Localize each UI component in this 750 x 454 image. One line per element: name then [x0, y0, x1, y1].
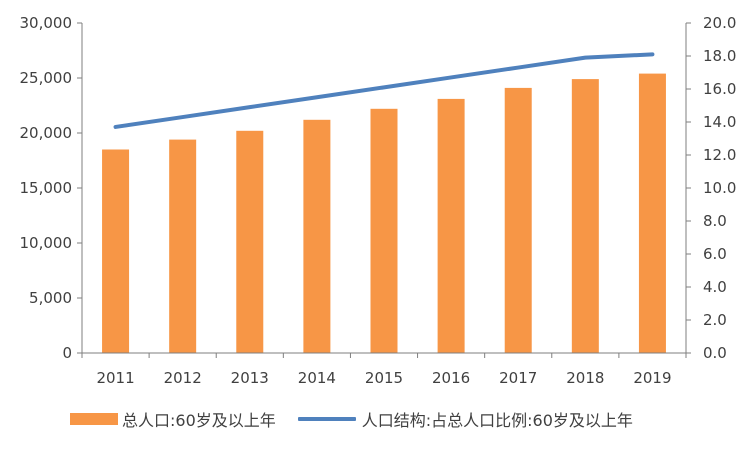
legend-swatch-bar [70, 413, 118, 425]
y-right-tick-label: 0.0 [703, 344, 727, 362]
x-tick-label: 2012 [164, 369, 202, 387]
y-right-tick-label: 6.0 [703, 245, 727, 263]
bar-2018 [572, 79, 599, 353]
x-tick-label: 2019 [633, 369, 671, 387]
x-tick-label: 2015 [365, 369, 403, 387]
y-left-tick-label: 10,000 [20, 234, 73, 252]
x-tick-label: 2014 [298, 369, 336, 387]
legend-swatch-line [298, 417, 356, 421]
y-right-tick-label: 4.0 [703, 278, 727, 296]
legend: 总人口:60岁及以上年 人口结构:占总人口比例:60岁及以上年 [70, 405, 655, 433]
y-right-tick-label: 20.0 [703, 14, 736, 32]
bar-2017 [505, 88, 532, 353]
bar-2012 [169, 140, 196, 353]
legend-item-line: 人口结构:占总人口比例:60岁及以上年 [298, 407, 633, 431]
y-left-tick-label: 20,000 [20, 124, 73, 142]
bar-2013 [236, 131, 263, 353]
y-right-tick-label: 12.0 [703, 146, 736, 164]
y-left-tick-label: 25,000 [20, 69, 73, 87]
x-tick-label: 2017 [499, 369, 537, 387]
y-left-tick-label: 15,000 [20, 179, 73, 197]
y-left-tick-label: 30,000 [20, 14, 73, 32]
y-right-tick-label: 10.0 [703, 179, 736, 197]
bar-2014 [303, 120, 330, 353]
y-left-tick-label: 0 [62, 344, 72, 362]
x-tick-label: 2018 [566, 369, 604, 387]
y-left-tick-label: 5,000 [29, 289, 72, 307]
x-tick-label: 2011 [96, 369, 134, 387]
y-right-tick-label: 2.0 [703, 311, 727, 329]
bar-2011 [102, 150, 129, 354]
x-tick-label: 2013 [231, 369, 269, 387]
y-right-tick-label: 16.0 [703, 80, 736, 98]
y-right-tick-label: 14.0 [703, 113, 736, 131]
legend-label-line: 人口结构:占总人口比例:60岁及以上年 [362, 407, 633, 431]
x-tick-label: 2016 [432, 369, 470, 387]
bar-2019 [639, 74, 666, 353]
y-right-tick-label: 18.0 [703, 47, 736, 65]
y-right-tick-label: 8.0 [703, 212, 727, 230]
bar-2015 [371, 109, 398, 353]
legend-item-bar: 总人口:60岁及以上年 [70, 407, 276, 431]
bar-2016 [438, 99, 465, 353]
legend-label-bar: 总人口:60岁及以上年 [122, 407, 276, 431]
